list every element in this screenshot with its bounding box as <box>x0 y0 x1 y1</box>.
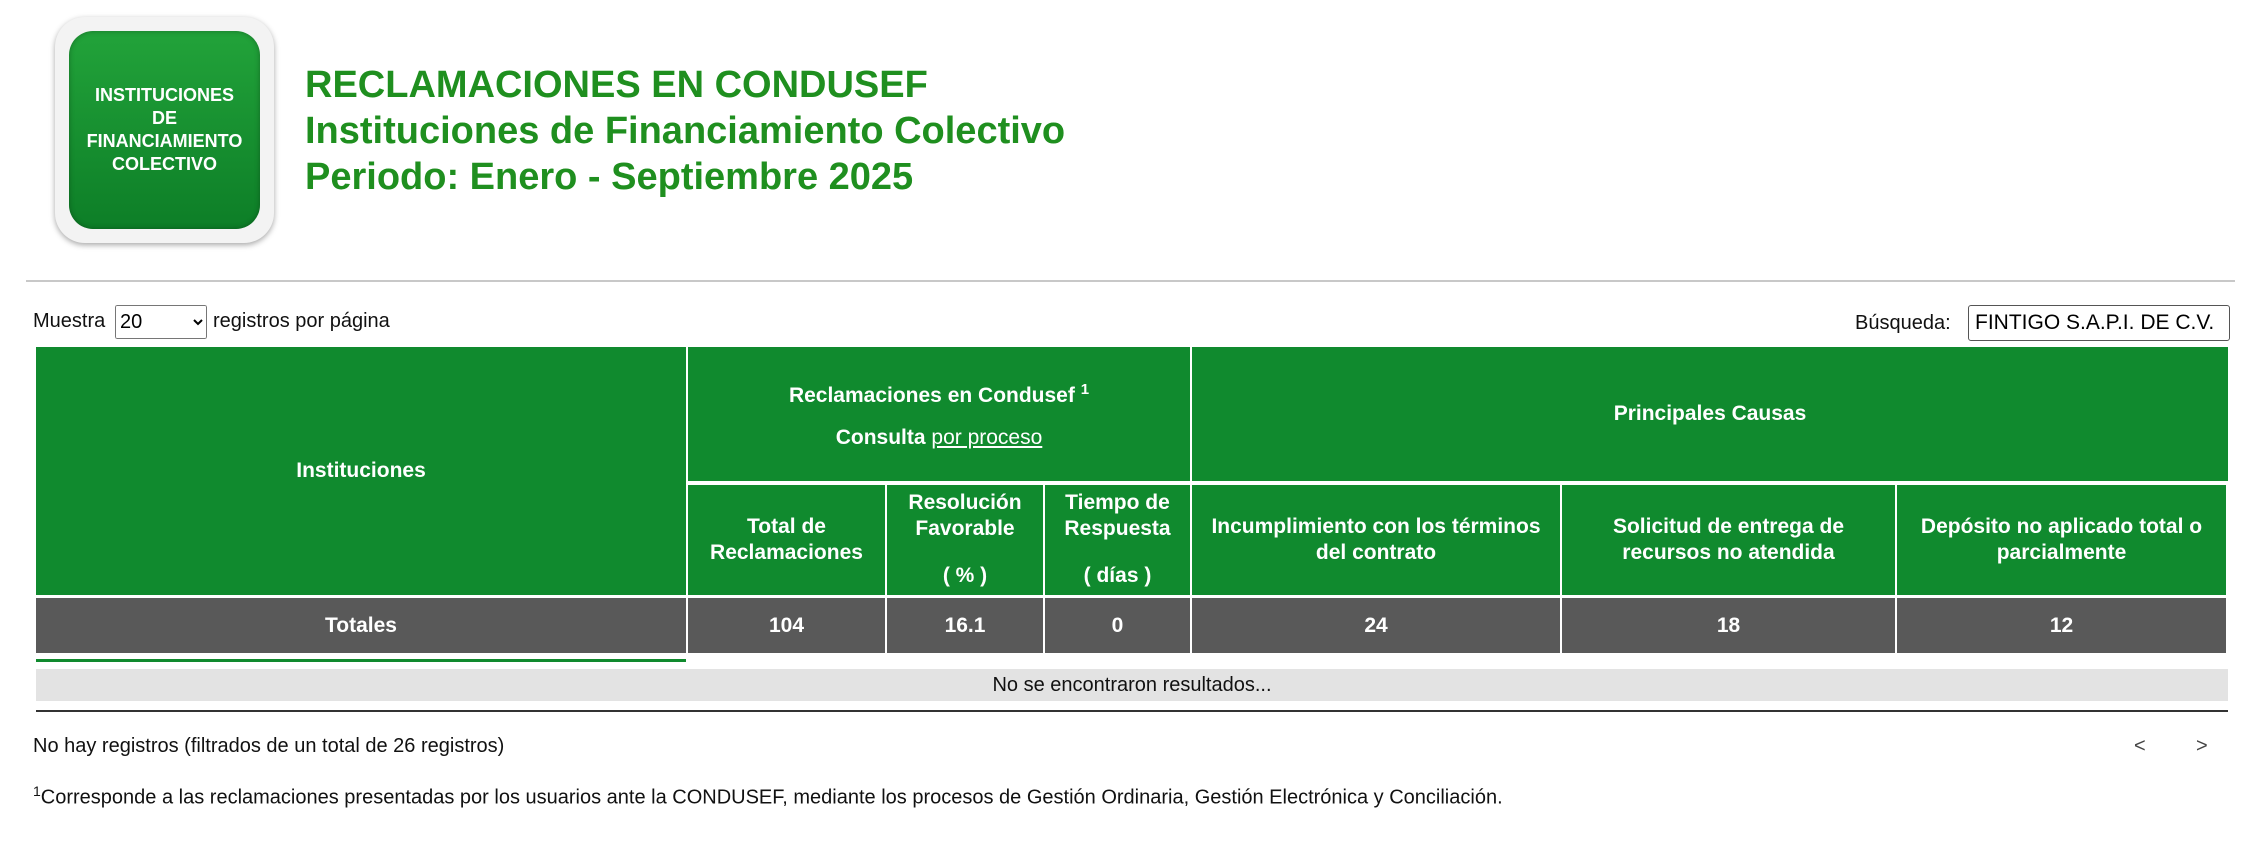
footnote: 1Corresponde a las reclamaciones present… <box>33 783 1503 810</box>
totals-cell: Totales <box>36 598 686 653</box>
column-unit: ( días ) <box>1083 564 1152 587</box>
column-title: Incumplimiento con los términos del cont… <box>1211 515 1541 564</box>
totals-cell: 0 <box>1045 598 1190 653</box>
footnote-mark: 1 <box>33 783 41 799</box>
logo-text: DE <box>151 108 177 128</box>
logo-text: FINANCIAMIENTO <box>86 131 243 151</box>
header-cell: Reclamaciones en Condusef 1 Consulta por… <box>688 347 1190 481</box>
column-unit: ( % ) <box>942 564 988 587</box>
empty-message: No se encontraron resultados... <box>992 674 1272 696</box>
per-page-label: registros por página <box>213 310 390 332</box>
totals-cell: 12 <box>1897 598 2226 653</box>
totals-cell: 104 <box>688 598 885 653</box>
logo-text: COLECTIVO <box>111 154 217 174</box>
column-title: Depósito no aplicado total o parcialment… <box>1920 515 2203 564</box>
group-title: Reclamaciones en Condusef 1 <box>789 377 1089 409</box>
consult-label: Consulta <box>835 426 926 449</box>
footnote-text: Corresponde a las reclamaciones presenta… <box>40 786 1503 809</box>
header-cell: Depósito no aplicado total o parcialment… <box>1897 485 2226 595</box>
search-label: Búsqueda: <box>1855 312 1951 334</box>
header-cell: Instituciones <box>36 347 686 595</box>
page-size-select[interactable]: 20 <box>115 305 207 339</box>
column-title: Solicitud de entrega de recursos no aten… <box>1612 515 1845 564</box>
header-cell: Incumplimiento con los términos del cont… <box>1192 485 1560 595</box>
header-text: Reclamaciones en Condusef <box>788 384 1075 407</box>
totals-value: 16.1 <box>944 613 986 637</box>
column-title: Resolución Favorable <box>908 491 1022 540</box>
subtitle: Instituciones de Financiamiento Colectiv… <box>305 110 1066 152</box>
totals-value: 0 <box>1111 613 1124 637</box>
logo-badge: INSTITUCIONES DE FINANCIAMIENTO COLECTIV… <box>69 31 260 229</box>
column-title: Total de Reclamaciones <box>710 515 863 564</box>
totals-value: 24 <box>1364 613 1388 637</box>
totals-cell: 16.1 <box>887 598 1043 653</box>
consult-link[interactable]: por proceso <box>931 426 1043 449</box>
title: RECLAMACIONES EN CONDUSEF <box>305 64 928 106</box>
header-cell: Solicitud de entrega de recursos no aten… <box>1562 485 1895 595</box>
totals-cell: 24 <box>1192 598 1560 653</box>
search-input[interactable] <box>1968 305 2230 341</box>
consult-row: Consulta por proceso <box>836 425 1043 451</box>
header-text: Principales Causas <box>1613 402 1807 425</box>
sort-indicator <box>36 659 686 662</box>
info: No hay registros (filtrados de un total … <box>33 735 505 757</box>
next-button[interactable]: > <box>2196 735 2208 757</box>
totals-label: Totales <box>325 613 397 637</box>
footnote-ref: 1 <box>1080 381 1090 398</box>
divider <box>26 280 2235 282</box>
prev-button[interactable]: < <box>2134 735 2146 757</box>
totals-value: 104 <box>768 613 805 637</box>
empty-row: No se encontraron resultados... <box>36 669 2228 701</box>
table-bottom <box>36 710 2228 712</box>
header-cell: Resolución Favorable ( % ) <box>887 485 1043 595</box>
logo-text: INSTITUCIONES <box>94 85 234 105</box>
show-label: Muestra <box>33 310 106 332</box>
totals-cell: 18 <box>1562 598 1895 653</box>
header-cell: Principales Causas <box>1192 347 2228 481</box>
totals-value: 18 <box>1716 613 1741 637</box>
header-cell: Tiempo de Respuesta ( días ) <box>1045 485 1190 595</box>
period: Periodo: Enero - Septiembre 2025 <box>305 156 914 198</box>
column-title: Tiempo de Respuesta <box>1064 491 1171 540</box>
header-text: Instituciones <box>296 459 426 482</box>
totals-value: 12 <box>2049 613 2074 637</box>
header-cell: Total de Reclamaciones <box>688 485 885 595</box>
logo: INSTITUCIONES DE FINANCIAMIENTO COLECTIV… <box>55 17 274 243</box>
